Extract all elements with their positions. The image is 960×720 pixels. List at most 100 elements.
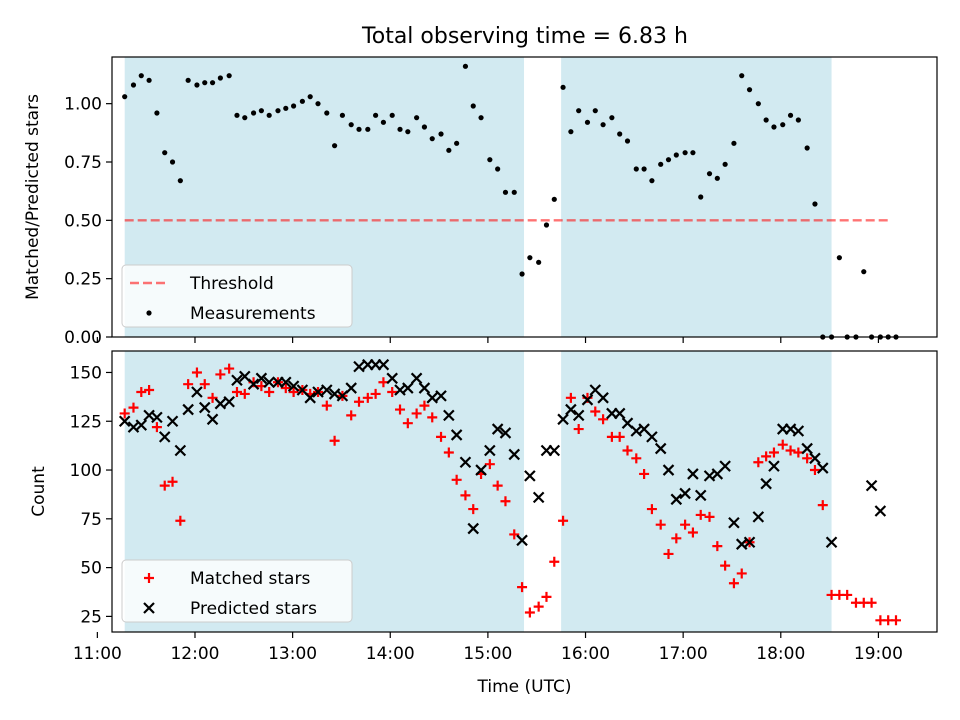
matched-star-point — [541, 591, 552, 602]
matched-star-point — [224, 363, 235, 374]
predicted-star-point — [874, 505, 887, 517]
predicted-star-point — [499, 427, 512, 439]
measurement-point — [339, 112, 346, 118]
matched-star-point — [533, 601, 544, 612]
measurement-point — [658, 161, 664, 167]
measurement-point — [722, 161, 728, 167]
legend-label: Predicted stars — [190, 599, 317, 619]
measurement-point — [307, 94, 313, 100]
matched-star-point — [761, 451, 772, 462]
predicted-star-point — [816, 462, 829, 474]
matched-star-point — [687, 527, 698, 538]
measurement-point — [527, 255, 533, 261]
predicted-star-point — [646, 431, 658, 443]
predicted-star-point — [206, 413, 219, 426]
axes-frame — [111, 56, 938, 338]
measurement-point — [202, 80, 208, 86]
measurement-point — [511, 189, 517, 195]
matched-star-point — [500, 496, 511, 507]
matched-star-point — [395, 404, 406, 415]
predicted-star-point — [694, 489, 707, 502]
matched-star-point — [159, 480, 170, 491]
legend-matched-swatch — [144, 573, 154, 583]
predicted-star-point — [304, 392, 316, 404]
predicted-star-point — [467, 522, 480, 535]
measurement-point — [332, 143, 338, 149]
predicted-star-point — [508, 448, 521, 461]
y-tick-label: 0.50 — [64, 211, 102, 231]
predicted-star-point — [402, 382, 414, 394]
predicted-star-point — [418, 382, 431, 394]
measurement-point — [348, 122, 354, 128]
measurement-point — [698, 194, 704, 200]
predicted-star-point — [662, 464, 675, 476]
measurement-point — [324, 110, 330, 116]
predicted-star-point — [548, 444, 561, 457]
measurement-point — [487, 157, 493, 163]
measurement-point — [600, 122, 606, 128]
x-tick-label: 13:00 — [268, 644, 317, 664]
x-tick-label: 11:00 — [73, 644, 122, 664]
predicted-star-point — [516, 534, 528, 547]
matched-star-point — [777, 439, 788, 450]
matched-star-point — [144, 385, 155, 396]
predicted-star-point — [191, 386, 203, 398]
matched-star-point — [866, 597, 877, 608]
observing-window-shade — [561, 57, 832, 337]
x-axis-label: Time (UTC) — [477, 677, 572, 697]
matched-star-point — [890, 615, 901, 626]
measurement-point — [731, 140, 737, 146]
y-tick-label: 125 — [70, 412, 102, 432]
predicted-star-point — [435, 390, 447, 402]
predicted-star-point — [166, 415, 179, 428]
matched-star-point — [785, 445, 796, 456]
matched-star-point — [167, 476, 178, 487]
predicted-star-point — [475, 464, 487, 476]
matched-star-point — [151, 422, 162, 433]
predicted-star-point — [231, 374, 243, 387]
y-tick-label: 100 — [70, 461, 102, 481]
measurement-point — [194, 82, 200, 88]
matched-star-point — [136, 386, 147, 397]
matched-star-point — [517, 582, 528, 593]
predicted-star-point — [792, 425, 805, 437]
measurement-point — [169, 159, 176, 165]
predicted-star-point — [687, 468, 699, 480]
measurement-point — [576, 108, 582, 114]
x-tick-label: 16:00 — [561, 644, 610, 664]
measurement-point — [258, 108, 264, 114]
measurement-point — [397, 126, 403, 132]
predicted-star-point — [247, 378, 260, 390]
measurement-point — [633, 166, 639, 172]
matched-star-point — [288, 386, 299, 397]
predicted-star-point — [151, 411, 163, 424]
measurement-point — [299, 98, 305, 104]
predicted-star-point — [214, 397, 227, 410]
matched-star-point — [802, 453, 813, 464]
measurement-point — [290, 103, 297, 109]
matched-star-point — [215, 369, 226, 380]
measurement-point — [421, 124, 428, 130]
predicted-star-point — [321, 384, 333, 396]
predicted-star-point — [255, 372, 268, 385]
measurement-point — [414, 115, 420, 121]
predicted-star-point — [491, 423, 504, 435]
matched-star-point — [175, 515, 186, 526]
matched-star-point — [712, 541, 723, 552]
matched-star-point — [565, 392, 576, 403]
measurement-point — [706, 171, 713, 177]
measurement-point — [609, 115, 615, 121]
legend: Threshold Measurements — [121, 264, 353, 328]
predicted-star-point — [865, 479, 878, 492]
measurement-point — [641, 166, 647, 172]
measurement-point — [568, 129, 574, 135]
x-tick-label: 12:00 — [170, 644, 219, 664]
x-tick-label: 15:00 — [463, 644, 512, 664]
matched-star-point — [728, 578, 739, 589]
legend-box — [121, 264, 353, 328]
matched-star-point — [524, 607, 535, 618]
measurement-point — [624, 138, 631, 144]
predicted-star-point — [809, 452, 821, 465]
measurement-point — [861, 269, 867, 275]
x-tick-label: 17:00 — [659, 644, 708, 664]
